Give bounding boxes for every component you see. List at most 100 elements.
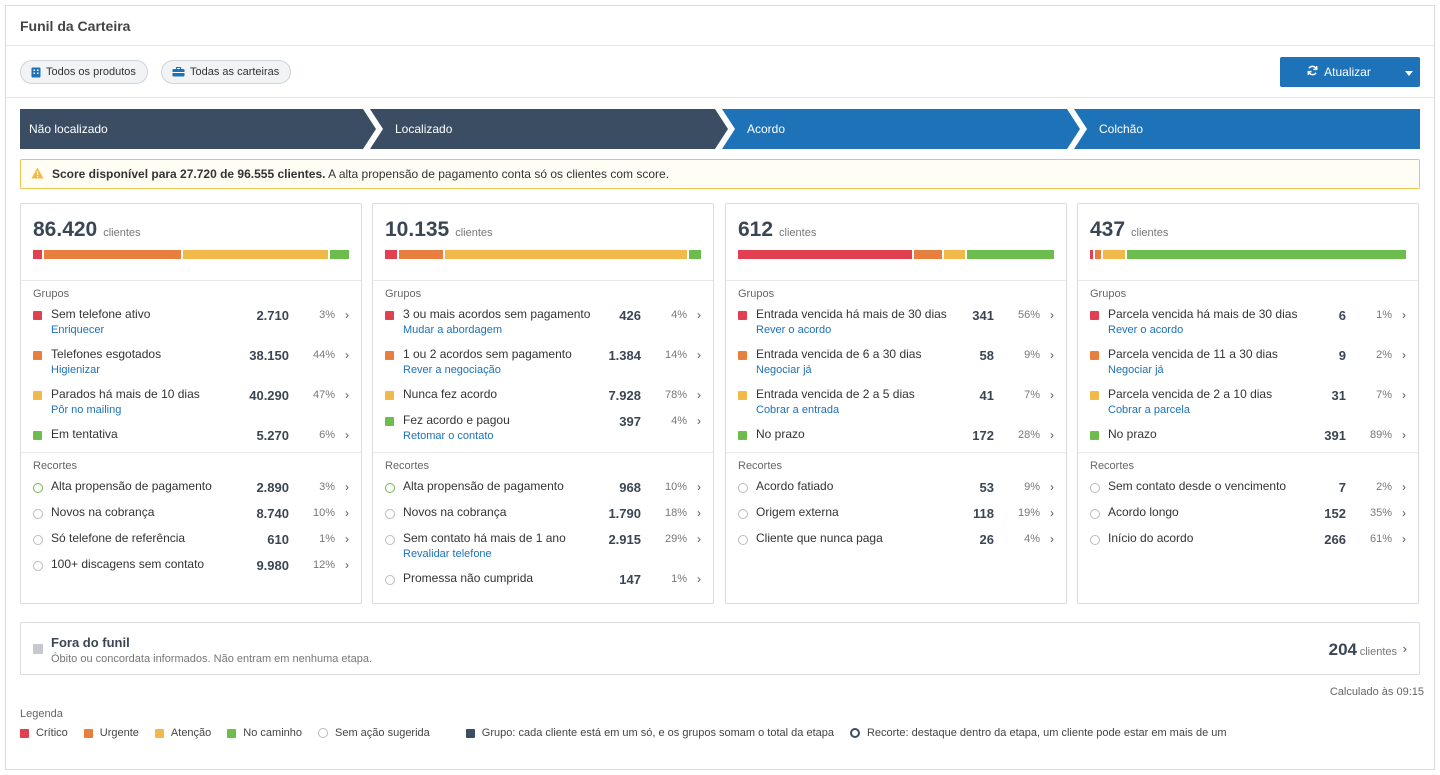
segment-row[interactable]: 100+ discagens sem contato 9.980 12% › <box>33 557 349 583</box>
chevron-right-icon: › <box>697 506 701 520</box>
segment-row[interactable]: Promessa não cumprida 147 1% › <box>385 571 701 597</box>
segment-row[interactable]: Novos na cobrança 1.790 18% › <box>385 505 701 531</box>
refresh-button-main[interactable]: Atualizar <box>1280 57 1398 87</box>
segment-row[interactable]: Novos na cobrança 8.740 10% › <box>33 505 349 531</box>
recortes-label: Recortes <box>738 460 783 472</box>
row-action-link[interactable]: Mudar a abordagem <box>403 324 503 336</box>
distribution-bar <box>1090 250 1406 259</box>
stage-arrow-2[interactable] <box>370 109 728 149</box>
row-count: 172 <box>972 428 994 443</box>
chevron-right-icon: › <box>697 572 701 586</box>
row-action-link[interactable]: Retomar o contato <box>403 430 494 442</box>
row-name: Entrada vencida de 2 a 5 dias <box>756 387 915 401</box>
chevron-right-icon: › <box>1050 506 1054 520</box>
status-dot <box>738 311 747 320</box>
card-header: 612 clientes <box>726 204 1066 281</box>
group-row[interactable]: Sem telefone ativo Enriquecer 2.710 3% › <box>33 307 349 347</box>
segment-row[interactable]: Cliente que nunca paga 26 4% › <box>738 531 1054 557</box>
group-row[interactable]: 3 ou mais acordos sem pagamento Mudar a a… <box>385 307 701 347</box>
grupos-label: Grupos <box>33 288 70 300</box>
segment-row[interactable]: Sem contato há mais de 1 ano Revalidar te… <box>385 531 701 571</box>
group-row[interactable]: Telefones esgotados Higienizar 38.150 44% › <box>33 347 349 387</box>
filter-products-button[interactable]: Todos os produtos <box>20 60 148 84</box>
stage-label-localizado: Localizado <box>395 122 453 136</box>
stage-arrow-4[interactable] <box>1074 109 1420 149</box>
group-row[interactable]: Entrada vencida há mais de 30 dias Rever … <box>738 307 1054 347</box>
group-row[interactable]: Parados há mais de 10 dias Pôr no mailing… <box>33 387 349 427</box>
row-action-link[interactable]: Revalidar telefone <box>403 548 492 560</box>
status-dot <box>33 311 42 320</box>
segment-row[interactable]: Acordo longo 152 35% › <box>1090 505 1406 531</box>
card-header: 10.135 clientes <box>373 204 713 281</box>
app-frame: Funil da Carteira Todos os produtos Toda… <box>5 5 1435 770</box>
card-header: 86.420 clientes <box>21 204 361 281</box>
row-action-link[interactable]: Negociar já <box>756 364 812 376</box>
row-action-link[interactable]: Rever a negociação <box>403 364 501 376</box>
legend-item: Urgente <box>83 727 139 739</box>
stage-arrow-3[interactable] <box>722 109 1080 149</box>
group-row[interactable]: Em tentativa 5.270 6% › <box>33 427 349 453</box>
segment-row[interactable]: Sem contato desde o vencimento 7 2% › <box>1090 479 1406 505</box>
group-row[interactable]: Parcela vencida de 2 a 10 dias Cobrar a p… <box>1090 387 1406 427</box>
legend-label: Recorte: destaque dentro da etapa, um cl… <box>866 727 1227 739</box>
row-action-link[interactable]: Cobrar a parcela <box>1108 404 1190 416</box>
legend-item: Recorte: destaque dentro da etapa, um cl… <box>849 727 1227 739</box>
group-row[interactable]: 1 ou 2 acordos sem pagamento Rever a nego… <box>385 347 701 387</box>
group-row[interactable]: Parcela vencida de 11 a 30 dias Negociar … <box>1090 347 1406 387</box>
legend-label: Sem ação sugerida <box>335 727 430 739</box>
segment-row[interactable]: Início do acordo 266 61% › <box>1090 531 1406 557</box>
row-name: Sem contato desde o vencimento <box>1108 479 1287 493</box>
refresh-dropdown-toggle[interactable] <box>1398 57 1420 87</box>
grupos-section: Grupos Sem telefone ativo Enriquecer 2.710 3… <box>21 281 361 453</box>
group-row[interactable]: No prazo 391 89% › <box>1090 427 1406 453</box>
distribution-bar-segment <box>1127 250 1406 259</box>
row-percent: 47% <box>312 389 335 401</box>
row-percent: 9% <box>1024 349 1040 361</box>
row-percent: 14% <box>664 349 687 361</box>
fora-do-funil-row[interactable]: Fora do funil Óbito ou concordata inform… <box>20 622 1420 675</box>
segment-row[interactable]: Origem externa 118 19% › <box>738 505 1054 531</box>
card-total-unit: clientes <box>1131 227 1169 239</box>
segment-row[interactable]: Acordo fatiado 53 9% › <box>738 479 1054 505</box>
group-row[interactable]: Fez acordo e pagou Retomar o contato 397 4%… <box>385 413 701 453</box>
row-count: 2.890 <box>256 480 289 495</box>
row-count: 40.290 <box>249 388 289 403</box>
filter-portfolios-button[interactable]: Todas as carteiras <box>161 60 292 84</box>
row-action-link[interactable]: Negociar já <box>1108 364 1164 376</box>
row-percent: 18% <box>664 507 687 519</box>
row-action-link[interactable]: Pôr no mailing <box>51 404 122 416</box>
row-action-link[interactable]: Higienizar <box>51 364 100 376</box>
row-action-link[interactable]: Enriquecer <box>51 324 105 336</box>
row-action-link[interactable]: Rever o acordo <box>1108 324 1184 336</box>
legend-label: Urgente <box>99 727 139 739</box>
group-row[interactable]: Entrada vencida de 2 a 5 dias Cobrar a en… <box>738 387 1054 427</box>
group-row[interactable]: No prazo 172 28% › <box>738 427 1054 453</box>
stage-arrow-1[interactable] <box>20 109 376 149</box>
row-action-link[interactable]: Cobrar a entrada <box>756 404 840 416</box>
row-count: 426 <box>619 308 641 323</box>
row-percent: 3% <box>319 481 335 493</box>
segment-row[interactable]: Só telefone de referência 610 1% › <box>33 531 349 557</box>
distribution-bar-segment <box>943 250 966 259</box>
refresh-button[interactable]: Atualizar <box>1280 57 1420 87</box>
segment-row[interactable]: Alta propensão de pagamento 968 10% › <box>385 479 701 505</box>
group-row[interactable]: Entrada vencida de 6 a 30 dias Negociar j… <box>738 347 1054 387</box>
legend-ring <box>849 728 860 738</box>
row-action-link[interactable]: Rever o acordo <box>756 324 832 336</box>
group-row[interactable]: Parcela vencida há mais de 30 dias Rever … <box>1090 307 1406 347</box>
chevron-right-icon: › <box>697 308 701 322</box>
distribution-bar-segment <box>399 250 443 259</box>
distribution-bar-segment <box>1090 250 1094 259</box>
fora-unit: clientes <box>1359 646 1397 658</box>
fora-title: Fora do funil <box>51 635 130 650</box>
group-row[interactable]: Nunca fez acordo 7.928 78% › <box>385 387 701 413</box>
funnel-stages: Não localizado Localizado Acordo Colchão <box>20 109 1420 149</box>
segment-row[interactable]: Alta propensão de pagamento 2.890 3% › <box>33 479 349 505</box>
fora-count: 204 <box>1328 640 1357 659</box>
row-count: 266 <box>1324 532 1346 547</box>
chevron-right-icon: › <box>345 532 349 546</box>
status-dot <box>738 431 747 440</box>
row-name: Alta propensão de pagamento <box>51 479 212 493</box>
row-count: 391 <box>1324 428 1346 443</box>
chevron-right-icon: › <box>1050 308 1054 322</box>
